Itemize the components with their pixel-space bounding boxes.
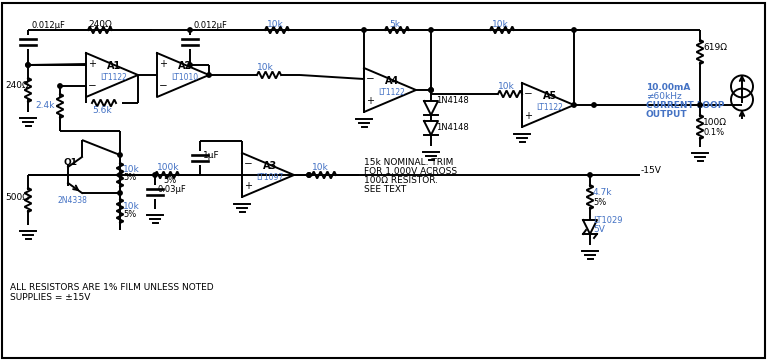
Text: 10k: 10k xyxy=(492,20,508,29)
Text: 5k: 5k xyxy=(389,20,400,29)
Text: 2.4k: 2.4k xyxy=(35,101,55,110)
Text: −: − xyxy=(88,81,96,91)
Text: SEE TEXT: SEE TEXT xyxy=(364,185,406,194)
Text: 619Ω: 619Ω xyxy=(703,43,727,52)
Text: 10k: 10k xyxy=(123,165,140,174)
Text: A4: A4 xyxy=(385,76,399,86)
Text: 5%: 5% xyxy=(163,176,176,185)
Text: 240Ω: 240Ω xyxy=(5,81,28,90)
Text: −: − xyxy=(366,74,374,84)
Text: OUTPUT: OUTPUT xyxy=(646,110,687,119)
Text: −: − xyxy=(243,159,253,169)
Text: 10k: 10k xyxy=(267,20,283,29)
Circle shape xyxy=(26,63,30,67)
Text: 2N4338: 2N4338 xyxy=(58,196,88,205)
Text: -15V: -15V xyxy=(641,166,662,175)
Circle shape xyxy=(588,173,592,177)
Text: 240Ω: 240Ω xyxy=(88,20,112,29)
Text: LT1010: LT1010 xyxy=(171,73,199,82)
Text: ALL RESISTORS ARE 1% FILM UNLESS NOTED: ALL RESISTORS ARE 1% FILM UNLESS NOTED xyxy=(10,283,214,292)
Text: −: − xyxy=(524,89,532,99)
Text: A3: A3 xyxy=(263,161,277,171)
Text: A1: A1 xyxy=(107,61,121,71)
Text: 5%: 5% xyxy=(123,173,136,182)
Text: 500Ω: 500Ω xyxy=(5,193,29,202)
Text: 100Ω: 100Ω xyxy=(703,118,727,127)
Text: LT1122: LT1122 xyxy=(537,103,564,112)
Text: −: − xyxy=(159,81,167,91)
Text: 15k NOMINAL. TRIM: 15k NOMINAL. TRIM xyxy=(364,158,453,167)
Circle shape xyxy=(429,28,433,32)
Circle shape xyxy=(118,153,122,157)
Circle shape xyxy=(26,63,30,67)
Circle shape xyxy=(306,173,311,177)
Text: +: + xyxy=(366,96,374,106)
Text: 10k: 10k xyxy=(257,63,273,72)
Circle shape xyxy=(153,173,157,177)
Text: 0.012μF: 0.012μF xyxy=(194,21,228,30)
Text: 10k: 10k xyxy=(123,202,140,211)
Text: +: + xyxy=(159,59,167,69)
Text: 5%: 5% xyxy=(123,210,136,219)
Text: 0.1%: 0.1% xyxy=(703,128,724,137)
Circle shape xyxy=(118,191,122,195)
Text: +: + xyxy=(88,59,96,69)
Circle shape xyxy=(572,103,576,107)
Circle shape xyxy=(429,88,433,92)
Text: A5: A5 xyxy=(543,91,557,101)
Text: LT1097: LT1097 xyxy=(257,173,283,182)
Text: 10.00mA: 10.00mA xyxy=(646,83,690,92)
Circle shape xyxy=(207,73,211,77)
Circle shape xyxy=(188,63,192,67)
Text: +: + xyxy=(524,111,532,121)
Circle shape xyxy=(118,173,122,177)
Text: 4.7k: 4.7k xyxy=(593,188,613,197)
Text: LT1029: LT1029 xyxy=(593,216,623,225)
Text: 1N4148: 1N4148 xyxy=(436,96,468,105)
Text: 0.03μF: 0.03μF xyxy=(158,185,187,194)
Text: 5%: 5% xyxy=(593,198,606,207)
Circle shape xyxy=(429,88,433,92)
Text: CURRENT LOOP: CURRENT LOOP xyxy=(646,101,724,110)
Circle shape xyxy=(362,28,366,32)
Text: FOR 1.000V ACROSS: FOR 1.000V ACROSS xyxy=(364,167,457,176)
Circle shape xyxy=(306,173,311,177)
Text: SUPPLIES = ±15V: SUPPLIES = ±15V xyxy=(10,293,91,302)
Circle shape xyxy=(572,28,576,32)
Text: Q1: Q1 xyxy=(64,158,78,167)
Circle shape xyxy=(188,28,192,32)
Text: ≠60kHz: ≠60kHz xyxy=(646,92,682,101)
Circle shape xyxy=(698,103,702,107)
Text: 100k: 100k xyxy=(157,163,180,172)
Circle shape xyxy=(592,103,596,107)
Text: 1N4148: 1N4148 xyxy=(436,123,468,132)
Text: 100Ω RESISTOR.: 100Ω RESISTOR. xyxy=(364,176,438,185)
Text: A2: A2 xyxy=(178,61,192,71)
Text: 1μF: 1μF xyxy=(203,151,220,160)
Text: 5.6k: 5.6k xyxy=(92,106,111,115)
Text: 10k: 10k xyxy=(312,163,329,172)
Text: LT1122: LT1122 xyxy=(101,73,127,82)
Text: 10k: 10k xyxy=(498,82,515,91)
Text: 5V: 5V xyxy=(593,225,605,234)
Text: LT1122: LT1122 xyxy=(379,88,406,97)
Circle shape xyxy=(58,84,62,88)
Text: 0.012μF: 0.012μF xyxy=(32,21,66,30)
Text: +: + xyxy=(244,181,252,191)
